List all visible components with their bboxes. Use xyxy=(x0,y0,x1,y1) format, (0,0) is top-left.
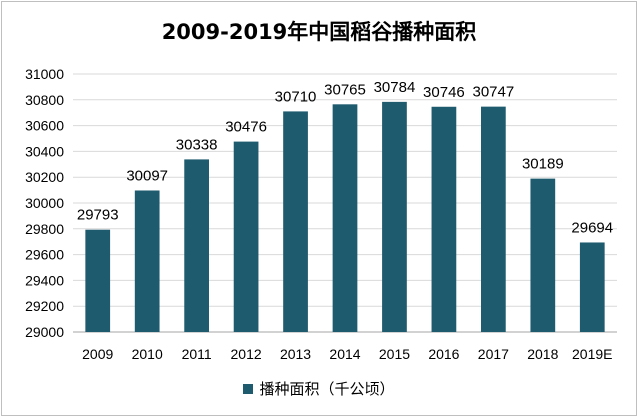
bar xyxy=(233,141,259,332)
bar xyxy=(579,242,605,332)
x-tick-label: 2019E xyxy=(572,346,612,362)
x-tick-label: 2012 xyxy=(231,346,262,362)
bar xyxy=(382,101,407,332)
data-label: 30338 xyxy=(176,136,218,153)
legend: 播种面积（千公顷） xyxy=(2,378,636,399)
bar xyxy=(85,229,111,332)
y-tick-label: 29000 xyxy=(25,324,64,340)
bar xyxy=(134,190,160,332)
bar xyxy=(431,106,457,333)
x-tick-label: 2011 xyxy=(182,346,212,362)
x-tick-label: 2016 xyxy=(428,346,459,362)
data-label: 30765 xyxy=(324,81,366,98)
y-tick-label: 31000 xyxy=(25,66,64,82)
x-tick-label: 2015 xyxy=(379,346,410,362)
data-label: 30189 xyxy=(522,156,564,173)
data-label: 30746 xyxy=(423,84,465,101)
bar xyxy=(332,104,358,332)
y-tick-label: 29400 xyxy=(25,272,64,288)
x-tick-label: 2018 xyxy=(527,346,558,362)
x-tick-label: 2009 xyxy=(82,346,113,362)
legend-swatch xyxy=(243,384,254,394)
y-tick-label: 29200 xyxy=(25,298,64,314)
y-tick-label: 30000 xyxy=(25,195,64,211)
data-label: 30097 xyxy=(126,167,168,184)
x-tick-label: 2017 xyxy=(478,346,509,362)
bar xyxy=(283,111,308,332)
data-label: 30476 xyxy=(225,119,267,136)
data-label: 30710 xyxy=(275,88,317,105)
x-tick-label: 2013 xyxy=(280,346,311,362)
y-tick-label: 30800 xyxy=(25,92,64,108)
data-label: 30784 xyxy=(374,79,416,96)
x-tick-label: 2010 xyxy=(132,346,163,362)
data-label: 29694 xyxy=(571,219,613,236)
chart-title: 2009-2019年中国稻谷播种面积 xyxy=(161,20,477,44)
x-tick-label: 2014 xyxy=(329,346,360,362)
y-tick-label: 29800 xyxy=(25,221,64,237)
y-tick-label: 30600 xyxy=(25,118,64,134)
bar xyxy=(184,159,209,332)
data-label: 30747 xyxy=(473,84,515,101)
y-tick-label: 29600 xyxy=(25,247,64,263)
legend-label: 播种面积（千公顷） xyxy=(259,380,395,398)
y-tick-label: 30400 xyxy=(25,143,64,159)
y-tick-label: 30200 xyxy=(25,169,64,185)
bar xyxy=(530,178,556,332)
data-label: 29793 xyxy=(77,207,119,224)
bar xyxy=(481,106,506,333)
